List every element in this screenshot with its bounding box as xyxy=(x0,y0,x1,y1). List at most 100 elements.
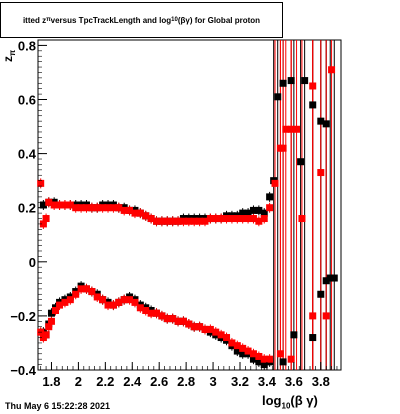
data-point-red xyxy=(72,290,80,298)
data-point-red xyxy=(322,312,330,320)
x-tick-label: 3.8 xyxy=(312,374,330,389)
data-point-red xyxy=(109,301,117,309)
data-point-red xyxy=(249,215,257,223)
data-point-red xyxy=(93,293,101,301)
data-point-red xyxy=(88,204,96,212)
data-point-black xyxy=(309,101,317,109)
data-point-red xyxy=(233,342,241,350)
data-point-red xyxy=(126,296,134,304)
data-point-red xyxy=(223,334,231,342)
data-point-red xyxy=(260,215,268,223)
data-point-red xyxy=(223,215,231,223)
data-point-red xyxy=(77,285,85,293)
data-point-black xyxy=(317,117,325,125)
data-point-red xyxy=(42,331,50,339)
data-point-red xyxy=(174,317,182,325)
data-point-black xyxy=(301,77,309,85)
x-label-sub: 10 xyxy=(281,401,291,411)
data-point-red xyxy=(158,312,166,320)
data-point-red xyxy=(153,217,161,225)
data-point-red xyxy=(42,215,50,223)
data-point-black xyxy=(330,274,338,282)
plot-frame xyxy=(37,39,342,371)
title-sub-pi: π xyxy=(46,17,51,23)
data-point-red xyxy=(179,217,187,225)
data-point-red xyxy=(45,198,53,206)
data-point-red xyxy=(131,298,139,306)
data-point-red xyxy=(47,317,55,325)
data-point-red xyxy=(77,204,85,212)
data-point-red xyxy=(239,215,247,223)
data-point-red xyxy=(239,344,247,352)
data-point-black xyxy=(239,209,247,217)
data-point-red xyxy=(50,201,58,209)
data-point-red xyxy=(298,215,306,223)
x-tick-label: 2.4 xyxy=(123,374,142,389)
data-point-black xyxy=(287,77,295,85)
y-label-sub: π xyxy=(8,50,17,56)
data-point-black xyxy=(260,361,268,369)
data-point-black xyxy=(39,201,47,209)
data-point-red xyxy=(136,304,144,312)
data-point-red xyxy=(131,209,139,217)
y-tick-label: 0.2 xyxy=(18,201,36,216)
data-point-black xyxy=(249,355,257,363)
data-point-red xyxy=(287,125,295,133)
title-mid: versus TpcTrackLength and log xyxy=(50,15,172,25)
data-point-red xyxy=(56,201,64,209)
data-point-red xyxy=(39,220,47,228)
data-point-red xyxy=(72,204,80,212)
data-point-red xyxy=(279,144,287,152)
data-point-red xyxy=(206,325,214,333)
data-point-red xyxy=(317,169,325,177)
data-point-black xyxy=(244,209,252,217)
data-point-red xyxy=(115,204,123,212)
data-point-red xyxy=(185,217,193,225)
title-suffix: (βγ) for Global proton xyxy=(177,15,261,25)
data-point-red xyxy=(120,206,128,214)
data-point-red xyxy=(174,217,182,225)
y-tick-label: 0.4 xyxy=(18,147,37,162)
data-point-red xyxy=(255,352,263,360)
data-point-black xyxy=(326,274,334,282)
data-point-red xyxy=(244,215,252,223)
x-tick-label: 3.6 xyxy=(285,374,303,389)
x-tick-label: 2.8 xyxy=(177,374,195,389)
data-point-red xyxy=(61,298,69,306)
data-point-red xyxy=(82,204,90,212)
data-point-black xyxy=(266,193,274,201)
data-point-black xyxy=(279,358,287,366)
y-axis-label: zπ xyxy=(1,50,17,62)
y-tick-label: 0.8 xyxy=(18,38,36,53)
data-point-red xyxy=(185,320,193,328)
data-point-red xyxy=(309,312,317,320)
data-point-red xyxy=(109,204,117,212)
data-point-red xyxy=(190,217,198,225)
timestamp-footer: Thu May 6 15:22:28 2021 xyxy=(5,401,111,411)
data-point-red xyxy=(212,215,220,223)
data-point-red xyxy=(93,204,101,212)
data-point-red xyxy=(82,285,90,293)
y-tick-label: −0.4 xyxy=(10,363,36,378)
data-point-red xyxy=(56,301,64,309)
data-point-red xyxy=(233,215,241,223)
data-point-red xyxy=(136,209,144,217)
data-point-red xyxy=(115,298,123,306)
y-tick-label: 0 xyxy=(29,255,36,270)
x-axis-ticks: 1.8 2 2.2 2.4 2.6 2.8 3 3.2 3.4 3.6 3.8 xyxy=(40,362,338,389)
data-point-red xyxy=(99,204,107,212)
data-point-red xyxy=(99,296,107,304)
data-point-red xyxy=(66,201,74,209)
data-point-red xyxy=(260,355,268,363)
data-point-red xyxy=(293,125,301,133)
data-point-black xyxy=(317,290,325,298)
data-point-red xyxy=(201,217,209,225)
data-point-black xyxy=(290,331,298,339)
title-prefix: itted z xyxy=(22,15,47,25)
data-point-red xyxy=(271,179,279,187)
data-point-red xyxy=(328,66,336,74)
x-tick-label: 2 xyxy=(75,374,82,389)
data-point-red xyxy=(120,296,128,304)
data-point-black xyxy=(47,309,55,317)
